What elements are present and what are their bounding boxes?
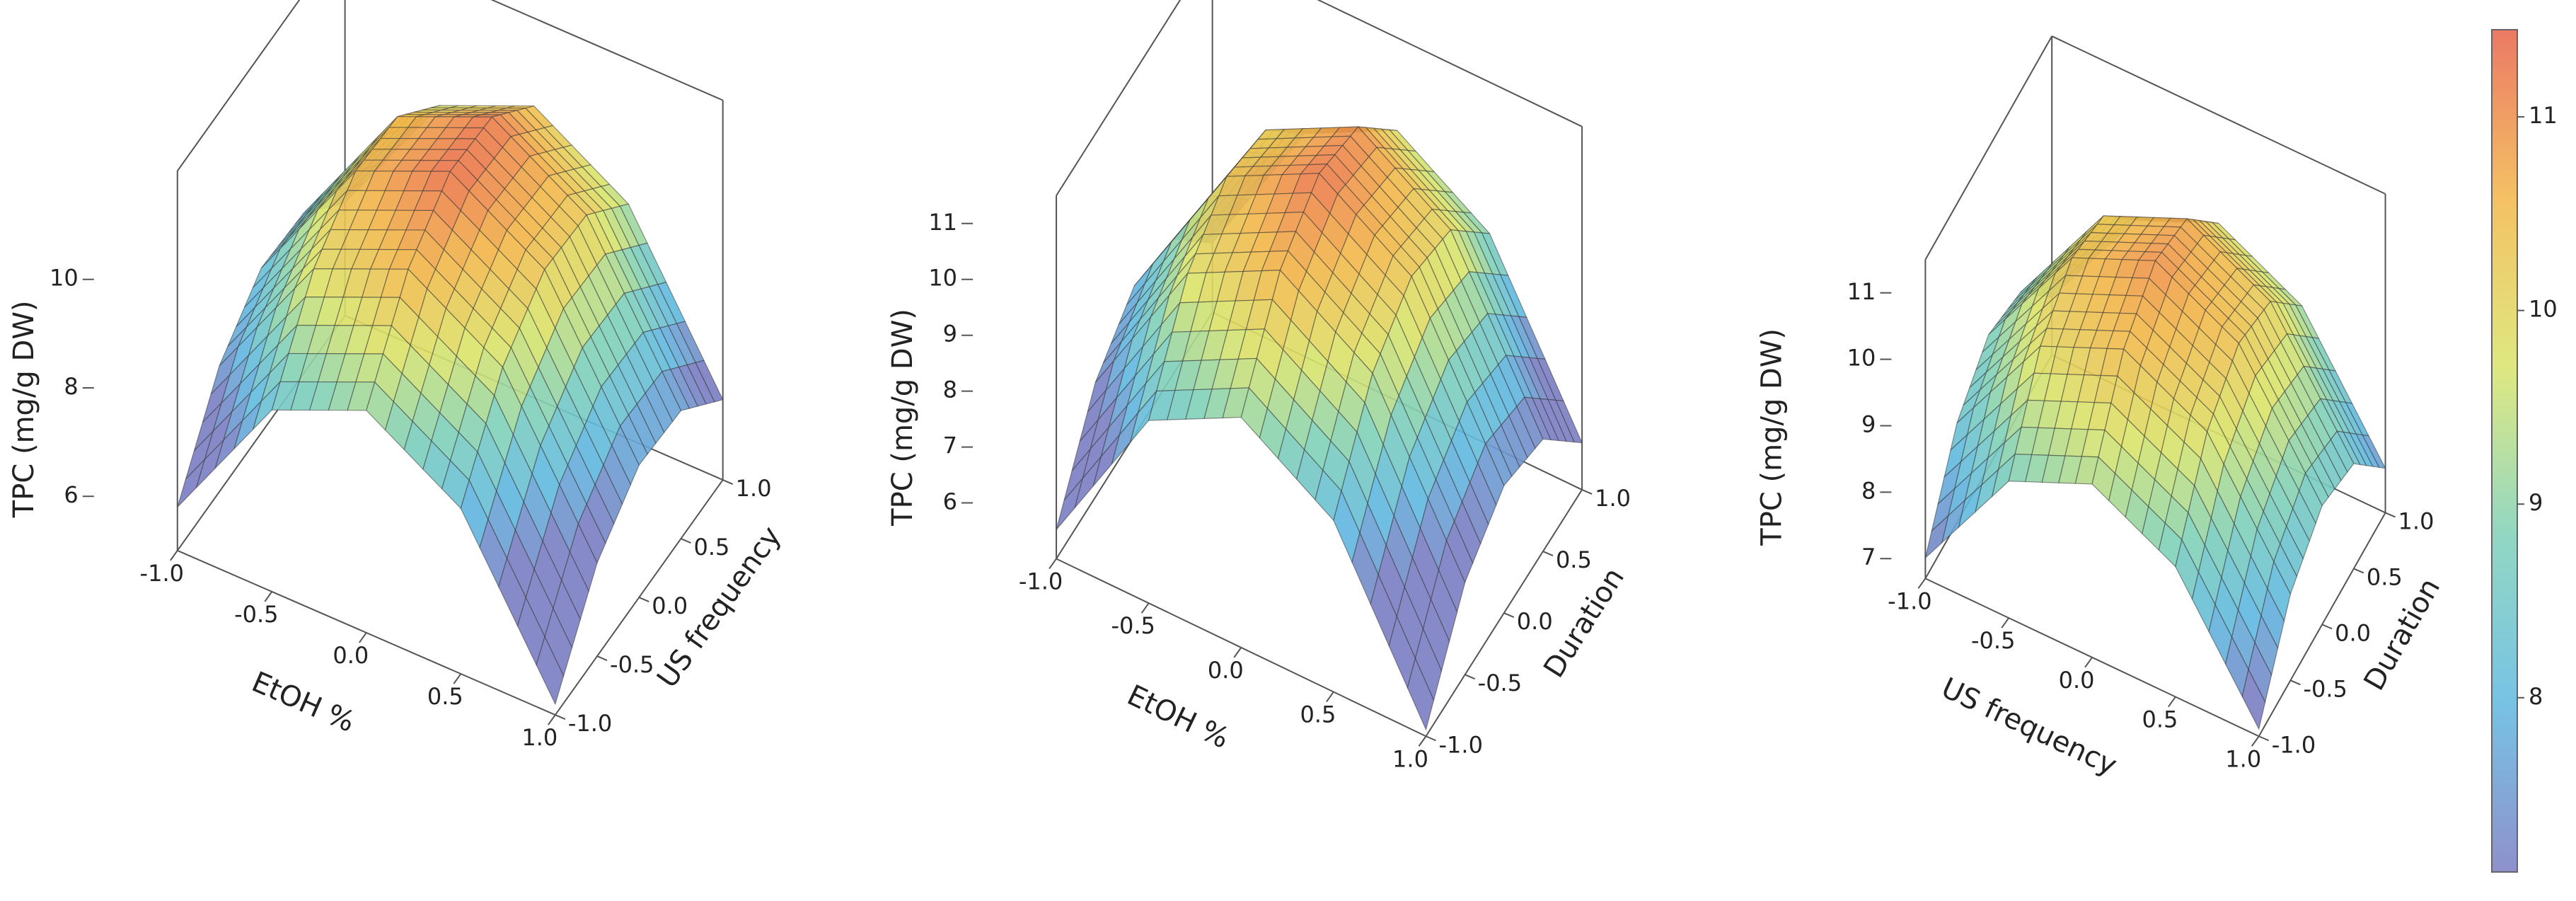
x-tick: [1233, 647, 1242, 658]
y-tick: [1542, 551, 1554, 556]
z-tick-label: 6: [64, 481, 78, 508]
y-tick-label: 0.5: [2367, 563, 2403, 590]
x-tick-label: -1.0: [1019, 568, 1063, 595]
x-tick-label: 1.0: [2225, 745, 2261, 772]
x-tick: [169, 550, 178, 561]
x-tick-label: -1.0: [140, 560, 184, 587]
z-axis-title: TPC (mg/g DW): [8, 301, 40, 519]
x-tick-label: 0.0: [333, 642, 369, 669]
box-edge: [1924, 35, 2053, 260]
y-tick: [1465, 674, 1476, 680]
y-tick-label: 1.0: [736, 475, 772, 502]
box-edge: [490, 0, 724, 101]
z-tick-label: 9: [943, 321, 957, 348]
y-tick-label: -0.5: [610, 651, 654, 678]
surface-chart: -1.0 -0.5 0.0 0.5 1.0 -1.0 -0.5 0.0 0.5 1.0 6 7 8 9 10…: [886, 0, 1631, 772]
x-tick-label: 0.5: [2142, 706, 2178, 733]
box-edge: [1425, 489, 1583, 737]
y-tick-label: -0.5: [1478, 670, 1522, 696]
x-tick: [2001, 617, 2010, 629]
surface-facet: [2241, 668, 2266, 730]
y-tick: [555, 714, 566, 720]
x-tick: [1140, 602, 1150, 614]
y-tick: [596, 655, 608, 661]
box-edge: [1056, 0, 1182, 196]
z-tick-label: 7: [943, 432, 957, 459]
z-tick-label: 11: [1847, 278, 1876, 305]
y-tick: [2290, 679, 2301, 686]
y-tick: [638, 597, 649, 602]
colorbar: [2491, 29, 2518, 873]
colorbar-tick-label: 8: [2529, 683, 2543, 710]
z-tick-label: 7: [1861, 544, 1876, 570]
z-tick-label: 11: [928, 209, 957, 236]
box-edge: [2051, 35, 2386, 195]
y-tick-label: 0.0: [1517, 608, 1553, 635]
box-edge: [1317, 0, 1583, 127]
z-tick-label: 9: [1861, 411, 1876, 437]
x-tick-label: -0.5: [234, 601, 278, 628]
x-tick-label: 1.0: [1392, 745, 1428, 772]
z-tick-label: 10: [50, 265, 79, 292]
x-tick: [1418, 735, 1427, 747]
y-tick-label: -0.5: [2303, 675, 2347, 702]
x-tick: [548, 714, 556, 725]
x-tick: [358, 632, 367, 643]
y-tick-label: -1.0: [1438, 731, 1482, 758]
surface-facet: [1407, 657, 1435, 731]
y-tick: [722, 479, 734, 485]
x-tick: [1049, 558, 1057, 570]
y-tick: [1426, 735, 1436, 742]
colorbar-tick-label: 10: [2529, 296, 2558, 323]
x-tick-label: 0.0: [2059, 667, 2095, 694]
y-tick-label: 0.5: [693, 534, 729, 561]
y-tick: [1503, 612, 1515, 619]
y-tick: [2258, 735, 2270, 742]
z-tick-label: 6: [943, 488, 957, 515]
x-tick-label: 0.0: [1208, 657, 1244, 684]
y-tick-label: -1.0: [2272, 731, 2316, 758]
y-tick-label: 0.0: [652, 592, 688, 619]
x-tick-label: -0.5: [1971, 627, 2015, 654]
colorbar-tick-label: 11: [2529, 102, 2558, 129]
x-tick: [264, 591, 273, 602]
y-tick-label: 1.0: [1595, 485, 1631, 512]
y-tick: [2385, 512, 2396, 518]
x-tick: [1326, 691, 1334, 703]
z-tick-label: 8: [64, 373, 78, 400]
y-tick-label: 1.0: [2398, 507, 2435, 534]
y-tick: [2321, 624, 2333, 630]
z-axis-title: TPC (mg/g DW): [1755, 328, 1788, 546]
x-tick-label: -0.5: [1111, 612, 1155, 639]
x-tick: [2168, 696, 2176, 708]
colorbar-tick-label: 9: [2529, 489, 2543, 516]
x-tick-label: -1.0: [1888, 587, 1931, 614]
y-tick-label: 0.0: [2335, 619, 2371, 646]
x-tick: [453, 673, 462, 684]
x-tick: [2251, 735, 2260, 747]
surface-facet: [536, 635, 565, 706]
surface-chart: -1.0 -0.5 0.0 0.5 1.0 -1.0 -0.5 0.0 0.5 1.0 7 8 9 10 1…: [1755, 35, 2447, 782]
box-edge: [176, 0, 301, 172]
y-tick-label: -1.0: [568, 710, 612, 737]
z-axis-title: TPC (mg/g DW): [886, 309, 919, 527]
y-tick: [1581, 489, 1593, 495]
x-tick: [2084, 657, 2093, 668]
z-tick-label: 8: [943, 377, 957, 403]
x-tick-label: 0.5: [1300, 701, 1336, 728]
z-tick-label: 8: [1861, 477, 1876, 504]
y-tick: [681, 538, 691, 544]
z-tick-label: 10: [1847, 345, 1876, 372]
y-tick: [2353, 568, 2364, 574]
x-tick-label: 0.5: [427, 683, 463, 710]
z-tick-label: 10: [928, 265, 957, 292]
x-tick: [1917, 578, 1927, 589]
y-tick-label: 0.5: [1556, 546, 1592, 573]
x-tick-label: 1.0: [521, 724, 558, 751]
